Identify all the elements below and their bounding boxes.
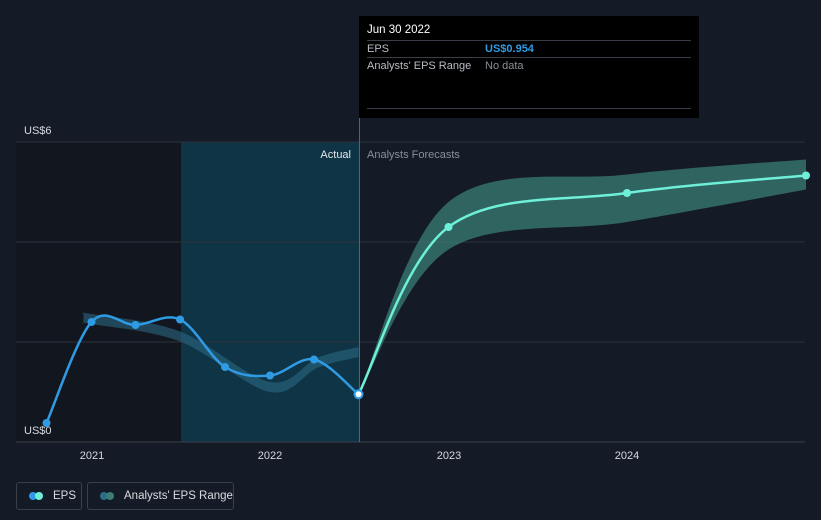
eps-point [221, 363, 230, 371]
eps-point [310, 355, 319, 364]
tooltip-divider [367, 108, 691, 109]
legend-range-label: Analysts' EPS Range [124, 490, 233, 502]
forecast-point [444, 223, 453, 231]
eps-legend-icon [29, 492, 45, 500]
actual-shade [181, 142, 360, 442]
y-tick-label-top: US$6 [24, 125, 52, 137]
tooltip-row-range: Analysts' EPS Range No data [367, 57, 691, 74]
past-shade [16, 142, 181, 442]
x-tick-label-2022: 2022 [258, 450, 282, 462]
eps-point [176, 315, 185, 324]
forecast-line [357, 174, 807, 395]
range-legend-icon [100, 492, 116, 500]
eps-point [266, 371, 275, 380]
eps-point [131, 321, 140, 329]
forecast-label: Analysts Forecasts [367, 149, 460, 161]
legend-eps-label: EPS [53, 490, 77, 502]
x-tick-label-2024: 2024 [615, 450, 639, 462]
tooltip-eps-label: EPS [367, 43, 390, 55]
tooltip-eps-value: US$0.954 [485, 43, 534, 55]
legend-eps-button[interactable]: EPS [16, 482, 82, 510]
y-tick-label-bottom: US$0 [24, 425, 52, 437]
actual-label: Actual [320, 149, 351, 161]
x-tick-label-2023: 2023 [437, 450, 461, 462]
eps-point [353, 389, 364, 400]
tooltip: Jun 30 2022 EPS US$0.954 Analysts' EPS R… [359, 16, 699, 118]
tooltip-range-value: No data [485, 60, 524, 72]
eps-point [42, 419, 51, 427]
forecast-point [623, 189, 632, 197]
forecast-point [802, 171, 810, 180]
x-tick-label-2021: 2021 [80, 450, 104, 462]
legend-range-button[interactable]: Analysts' EPS Range [87, 482, 234, 510]
actual-trend-band [81, 312, 359, 393]
eps-point [87, 318, 96, 326]
tooltip-range-label: Analysts' EPS Range [367, 60, 472, 72]
chart-marks [42, 159, 810, 427]
forecast-range-band [358, 159, 806, 395]
tooltip-row-eps: EPS US$0.954 [367, 40, 691, 57]
tooltip-date: Jun 30 2022 [367, 24, 431, 36]
